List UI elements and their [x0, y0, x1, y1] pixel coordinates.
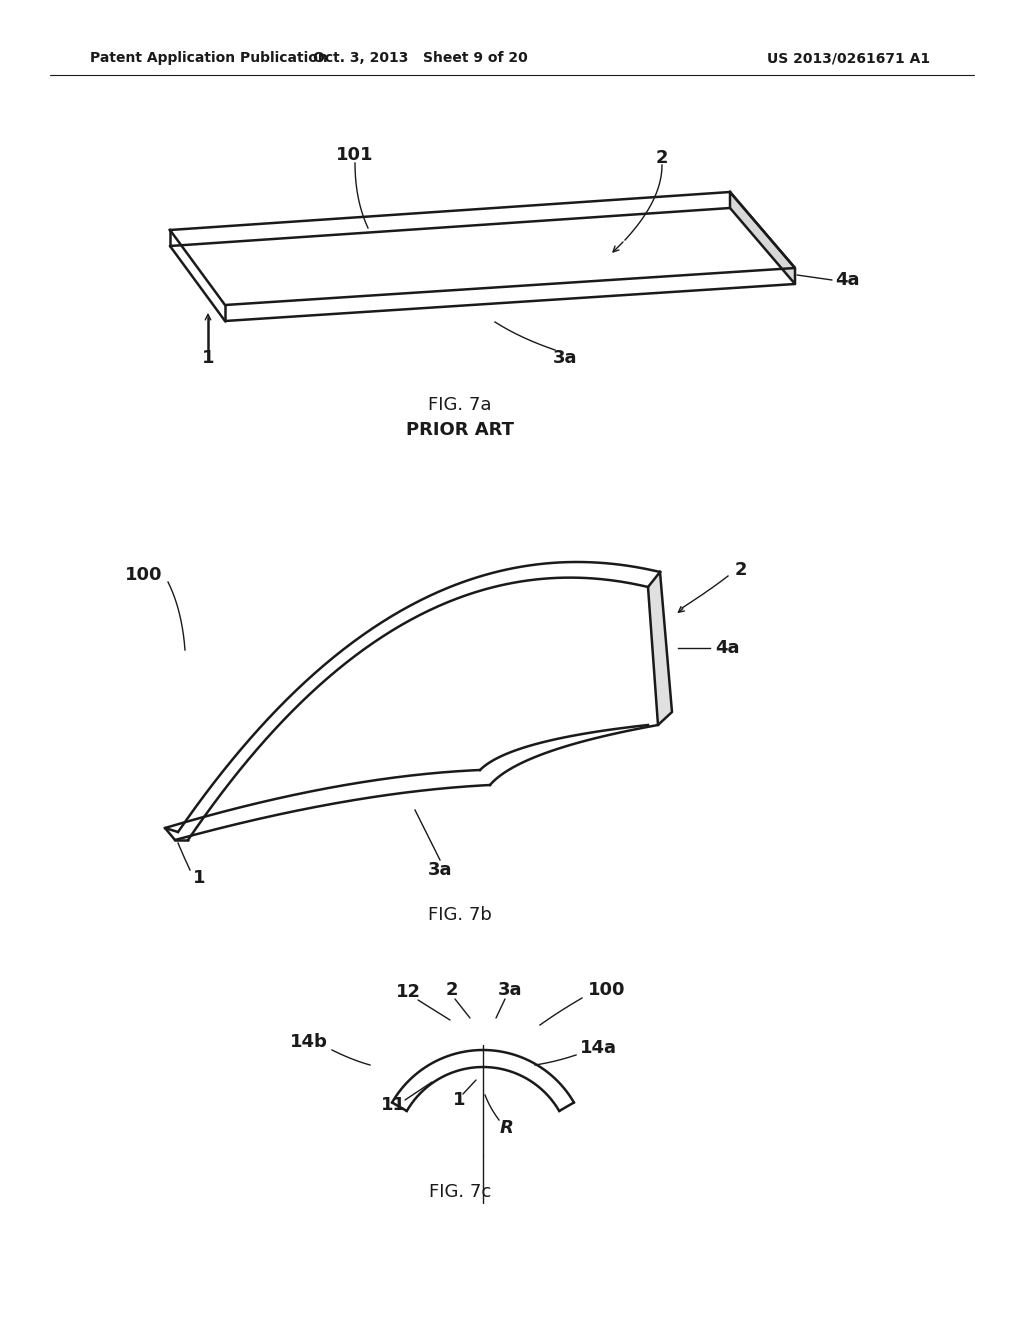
Text: 11: 11: [381, 1096, 406, 1114]
Text: 100: 100: [588, 981, 626, 999]
Text: 1: 1: [202, 348, 214, 367]
Text: 100: 100: [125, 566, 162, 583]
Text: 2: 2: [655, 149, 669, 168]
Text: 1: 1: [453, 1092, 465, 1109]
Text: 4a: 4a: [715, 639, 739, 657]
Text: Oct. 3, 2013   Sheet 9 of 20: Oct. 3, 2013 Sheet 9 of 20: [312, 51, 527, 65]
Text: 3a: 3a: [428, 861, 453, 879]
Text: 2: 2: [735, 561, 748, 579]
Text: 1: 1: [193, 869, 206, 887]
Text: 101: 101: [336, 147, 374, 164]
Text: 2: 2: [445, 981, 459, 999]
Polygon shape: [648, 572, 672, 725]
Text: US 2013/0261671 A1: US 2013/0261671 A1: [767, 51, 930, 65]
Text: 14b: 14b: [290, 1034, 328, 1051]
Text: Patent Application Publication: Patent Application Publication: [90, 51, 328, 65]
Text: FIG. 7b: FIG. 7b: [428, 906, 492, 924]
Text: PRIOR ART: PRIOR ART: [406, 421, 514, 440]
Text: FIG. 7a: FIG. 7a: [428, 396, 492, 414]
Text: 4a: 4a: [835, 271, 859, 289]
Text: 12: 12: [395, 983, 421, 1001]
Text: 3a: 3a: [498, 981, 522, 999]
Text: 3a: 3a: [553, 348, 578, 367]
Text: 14a: 14a: [580, 1039, 617, 1057]
Text: R: R: [500, 1119, 514, 1137]
Text: FIG. 7c: FIG. 7c: [429, 1183, 492, 1201]
Polygon shape: [730, 191, 795, 284]
